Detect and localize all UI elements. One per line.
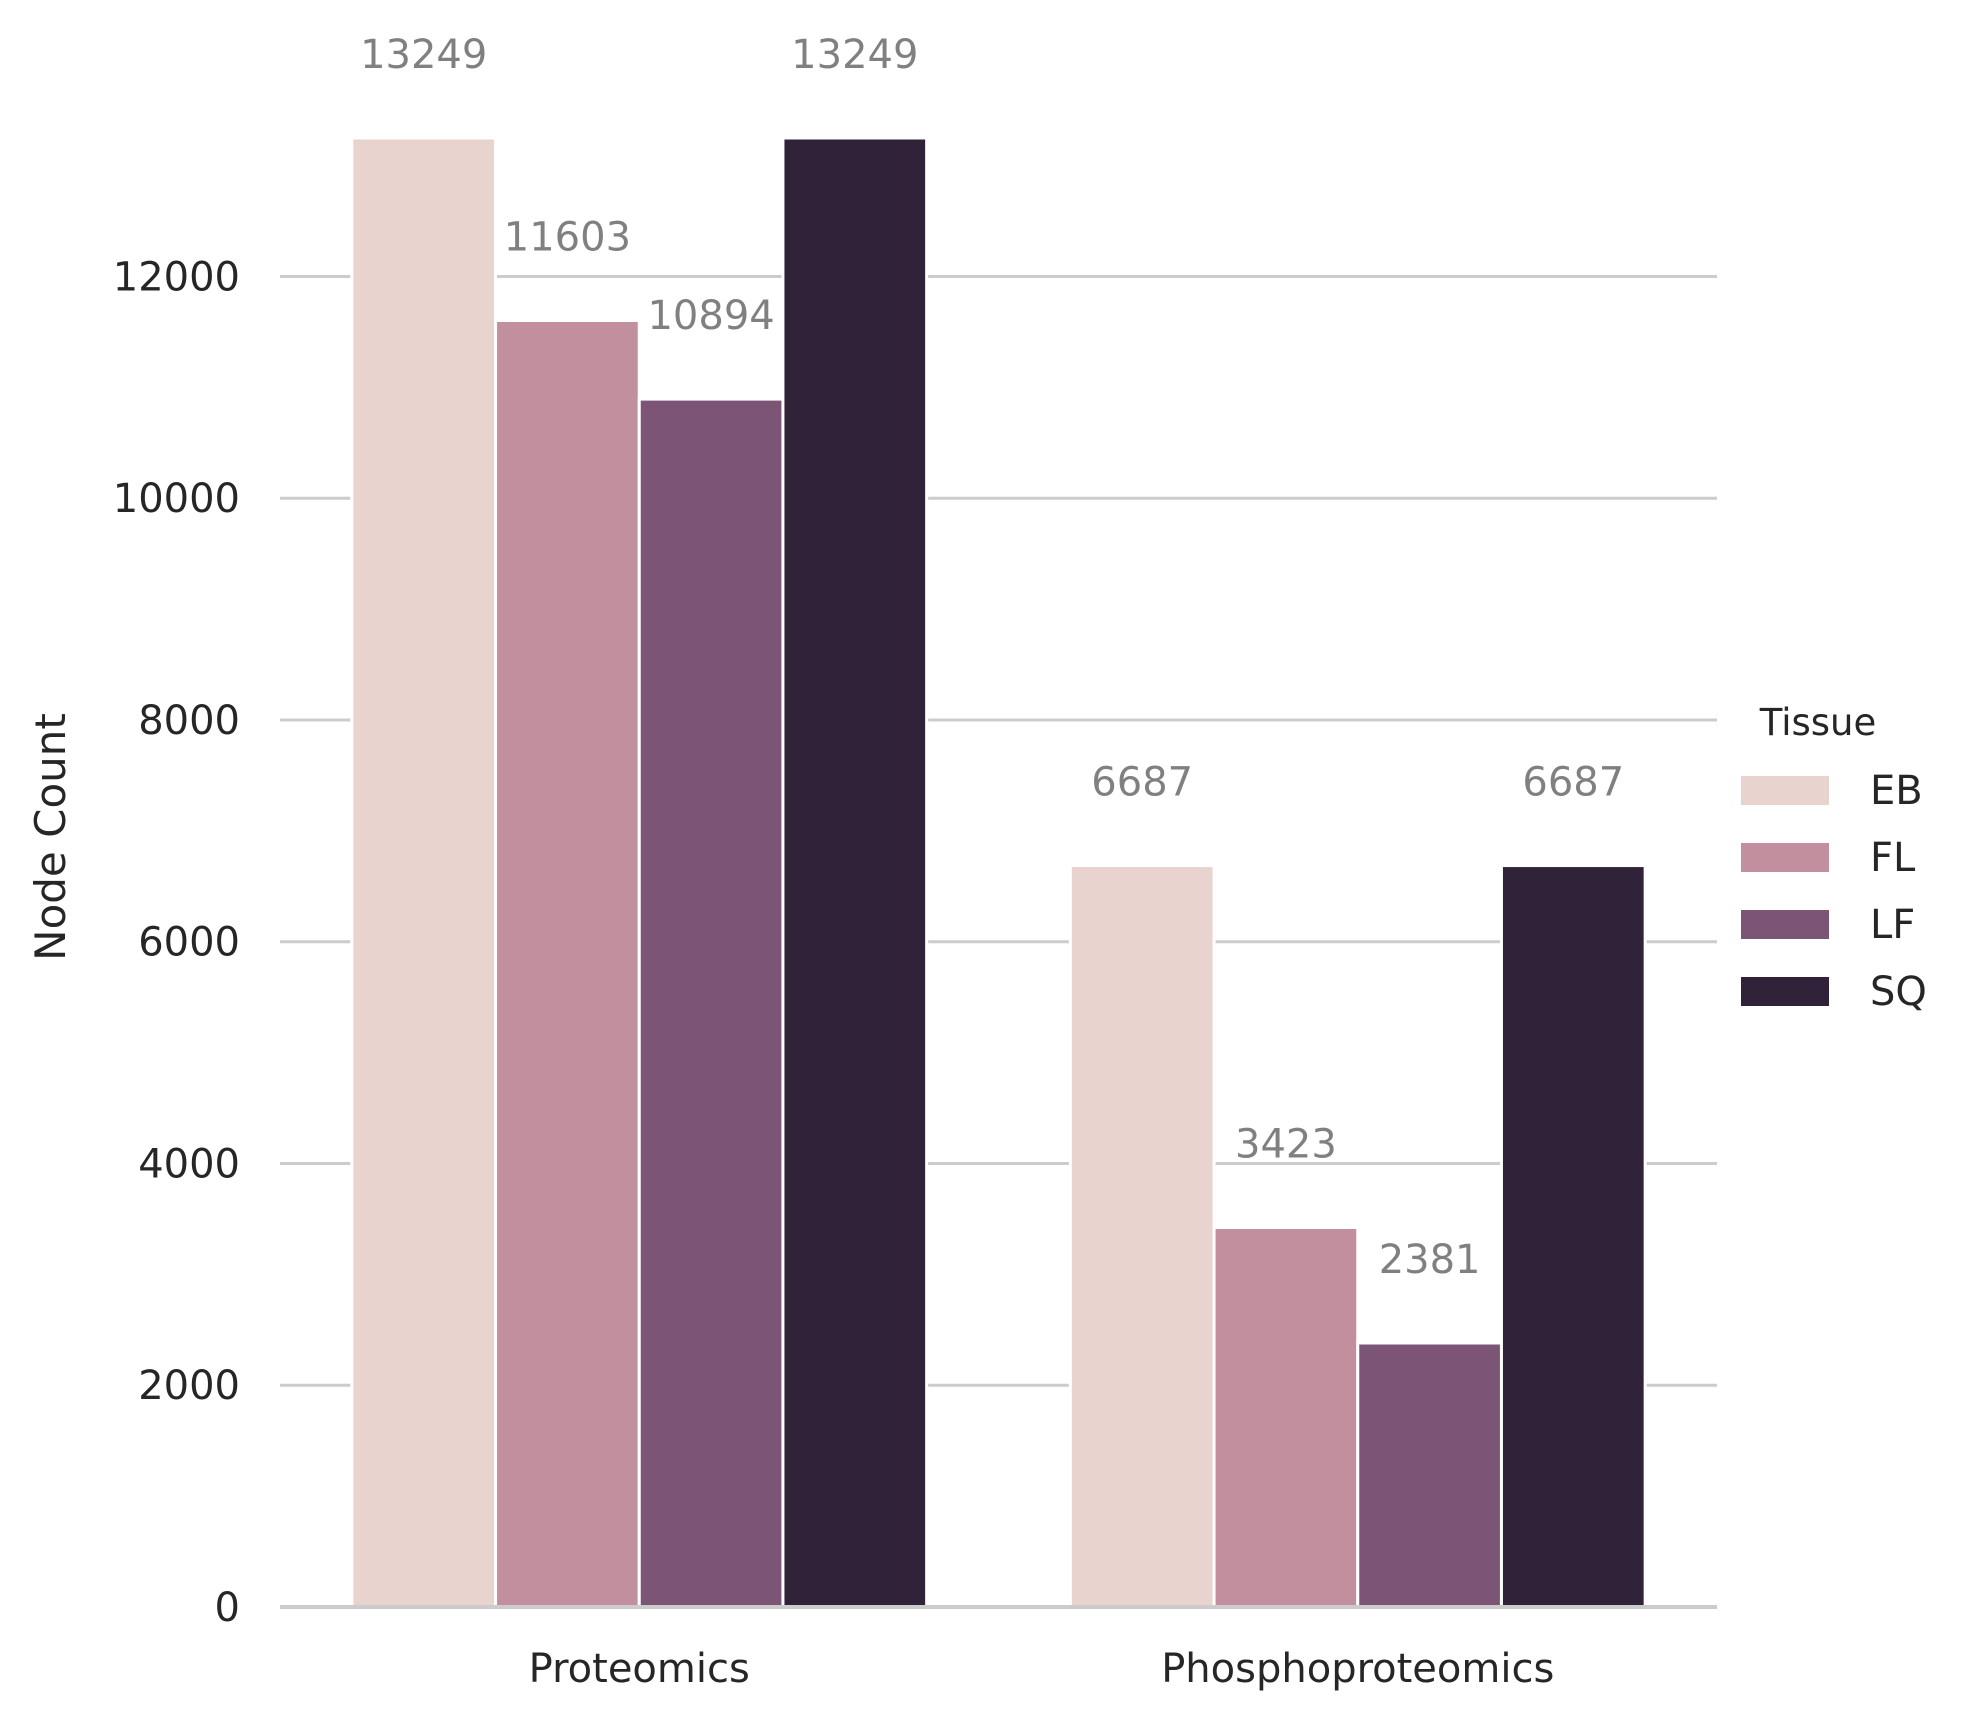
legend-title: Tissue [1759, 701, 1877, 744]
y-tick-label-12000: 12000 [113, 254, 240, 300]
data-label-eb-phosphoproteomics: 6687 [1091, 760, 1193, 806]
legend-swatch-eb [1741, 776, 1829, 805]
x-axis-categories: Proteomics Phosphoproteomics [529, 1646, 1555, 1692]
bar-sq-phosphoproteomics [1499, 864, 1647, 1609]
data-label-lf-phosphoproteomics: 2381 [1379, 1237, 1481, 1283]
legend-swatch-fl [1741, 843, 1829, 872]
legend-swatch-sq [1741, 977, 1829, 1006]
x-category-label-proteomics: Proteomics [529, 1646, 750, 1692]
bar-fl-proteomics [494, 319, 641, 1609]
data-label-eb-proteomics: 13249 [360, 32, 487, 78]
bar-lf-phosphoproteomics [1356, 1341, 1503, 1609]
legend-label-lf: LF [1870, 902, 1915, 948]
y-tick-label-6000: 6000 [138, 920, 240, 966]
y-axis-ticks: 0 2000 4000 6000 8000 10000 12000 [113, 254, 240, 1631]
bars [350, 136, 1647, 1609]
data-label-lf-proteomics: 10894 [647, 293, 774, 339]
data-labels: 13249 11603 10894 13249 6687 3423 2381 6687 [360, 32, 1624, 1283]
bar-sq-proteomics [781, 136, 929, 1609]
bar-eb-proteomics [350, 136, 498, 1609]
legend-label-eb: EB [1870, 768, 1923, 814]
data-label-fl-proteomics: 11603 [504, 215, 631, 261]
legend: Tissue EB FL LF SQ [1741, 701, 1927, 1015]
legend-label-sq: SQ [1870, 969, 1927, 1015]
data-label-sq-proteomics: 13249 [791, 32, 918, 78]
bar-fl-phosphoproteomics [1212, 1225, 1360, 1609]
bar-eb-phosphoproteomics [1068, 864, 1216, 1609]
bar-lf-proteomics [637, 397, 785, 1609]
y-tick-label-10000: 10000 [113, 476, 240, 522]
y-tick-label-0: 0 [215, 1585, 240, 1631]
legend-swatch-lf [1741, 910, 1829, 939]
x-category-label-phosphoproteomics: Phosphoproteomics [1161, 1646, 1554, 1692]
legend-label-fl: FL [1870, 835, 1916, 881]
data-label-sq-phosphoproteomics: 6687 [1522, 760, 1624, 806]
y-axis-title: Node Count [26, 713, 75, 961]
y-tick-label-4000: 4000 [138, 1141, 240, 1187]
y-tick-label-8000: 8000 [138, 698, 240, 744]
data-label-fl-phosphoproteomics: 3423 [1235, 1121, 1337, 1167]
legend-items: EB FL LF SQ [1741, 768, 1927, 1015]
y-tick-label-2000: 2000 [138, 1363, 240, 1409]
